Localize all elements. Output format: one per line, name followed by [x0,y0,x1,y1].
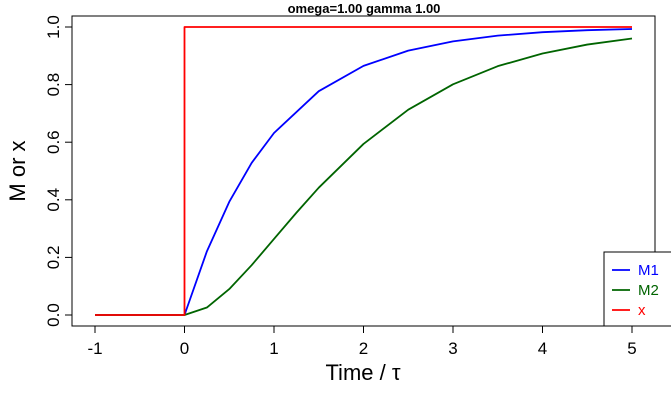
x-tick-label: 0 [180,339,189,358]
x-axis: -1 0 1 2 3 4 5 [87,325,637,358]
legend-box [603,251,671,327]
y-axis-title: M or x [5,140,30,201]
x-tick-label: 4 [538,339,547,358]
y-axis: 0.0 0.2 0.4 0.6 0.8 1.0 [44,15,73,327]
legend-label: M1 [638,262,659,279]
y-tick-label: 1.0 [44,15,63,39]
chart-title: omega=1.00 gamma 1.00 [288,1,441,16]
x-tick-label: 2 [359,339,368,358]
legend-label: M2 [638,282,659,299]
series-line-x [95,26,632,316]
legend-label: x [638,302,646,319]
legend: M1 M2 x [603,251,671,327]
x-tick-label: 3 [448,339,457,358]
plot-frame [71,15,656,327]
x-axis-title: Time / τ [325,360,400,385]
y-tick-label: 0.2 [44,246,63,270]
series-lines [95,26,633,316]
y-tick-label: 0.6 [44,130,63,154]
x-tick-label: 1 [269,339,278,358]
x-tick-label: -1 [87,339,102,358]
y-tick-label: 0.0 [44,303,63,327]
series-line-m2 [95,37,633,316]
x-tick-label: 5 [627,339,636,358]
y-tick-label: 0.8 [44,73,63,97]
y-tick-label: 0.4 [44,188,63,212]
series-line-m1 [95,28,633,316]
